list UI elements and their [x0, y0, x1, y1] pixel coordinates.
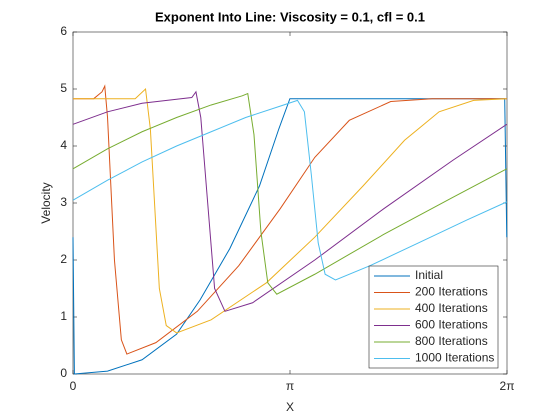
legend-label: 400 Iterations [415, 301, 488, 315]
chart-title: Exponent Into Line: Viscosity = 0.1, cfl… [155, 9, 425, 24]
series-line [72, 98, 508, 375]
series-line [72, 90, 508, 312]
x-tick-label: π [286, 379, 294, 393]
y-tick-label: 1 [60, 309, 67, 323]
y-tick-label: 3 [60, 195, 67, 209]
legend-label: 800 Iterations [415, 334, 488, 348]
series-line [72, 99, 507, 281]
legend-box [368, 265, 499, 369]
x-tick-label: 0 [70, 379, 77, 393]
legend-label: Initial [415, 268, 443, 282]
y-tick-label: 2 [60, 252, 67, 266]
y-tick-label: 4 [60, 138, 67, 152]
series-line [72, 92, 508, 295]
series-line [73, 84, 507, 355]
y-tick-label: 6 [60, 24, 67, 38]
legend-label: 200 Iterations [415, 285, 488, 299]
x-tick-label: 2π [500, 379, 515, 393]
y-axis-label: Velocity [39, 182, 53, 223]
x-axis-label: X [286, 400, 294, 414]
y-tick-label: 0 [60, 366, 67, 380]
legend-label: 1000 Iterations [415, 351, 494, 365]
legend-label: 600 Iterations [415, 318, 488, 332]
y-tick-label: 5 [60, 81, 67, 95]
